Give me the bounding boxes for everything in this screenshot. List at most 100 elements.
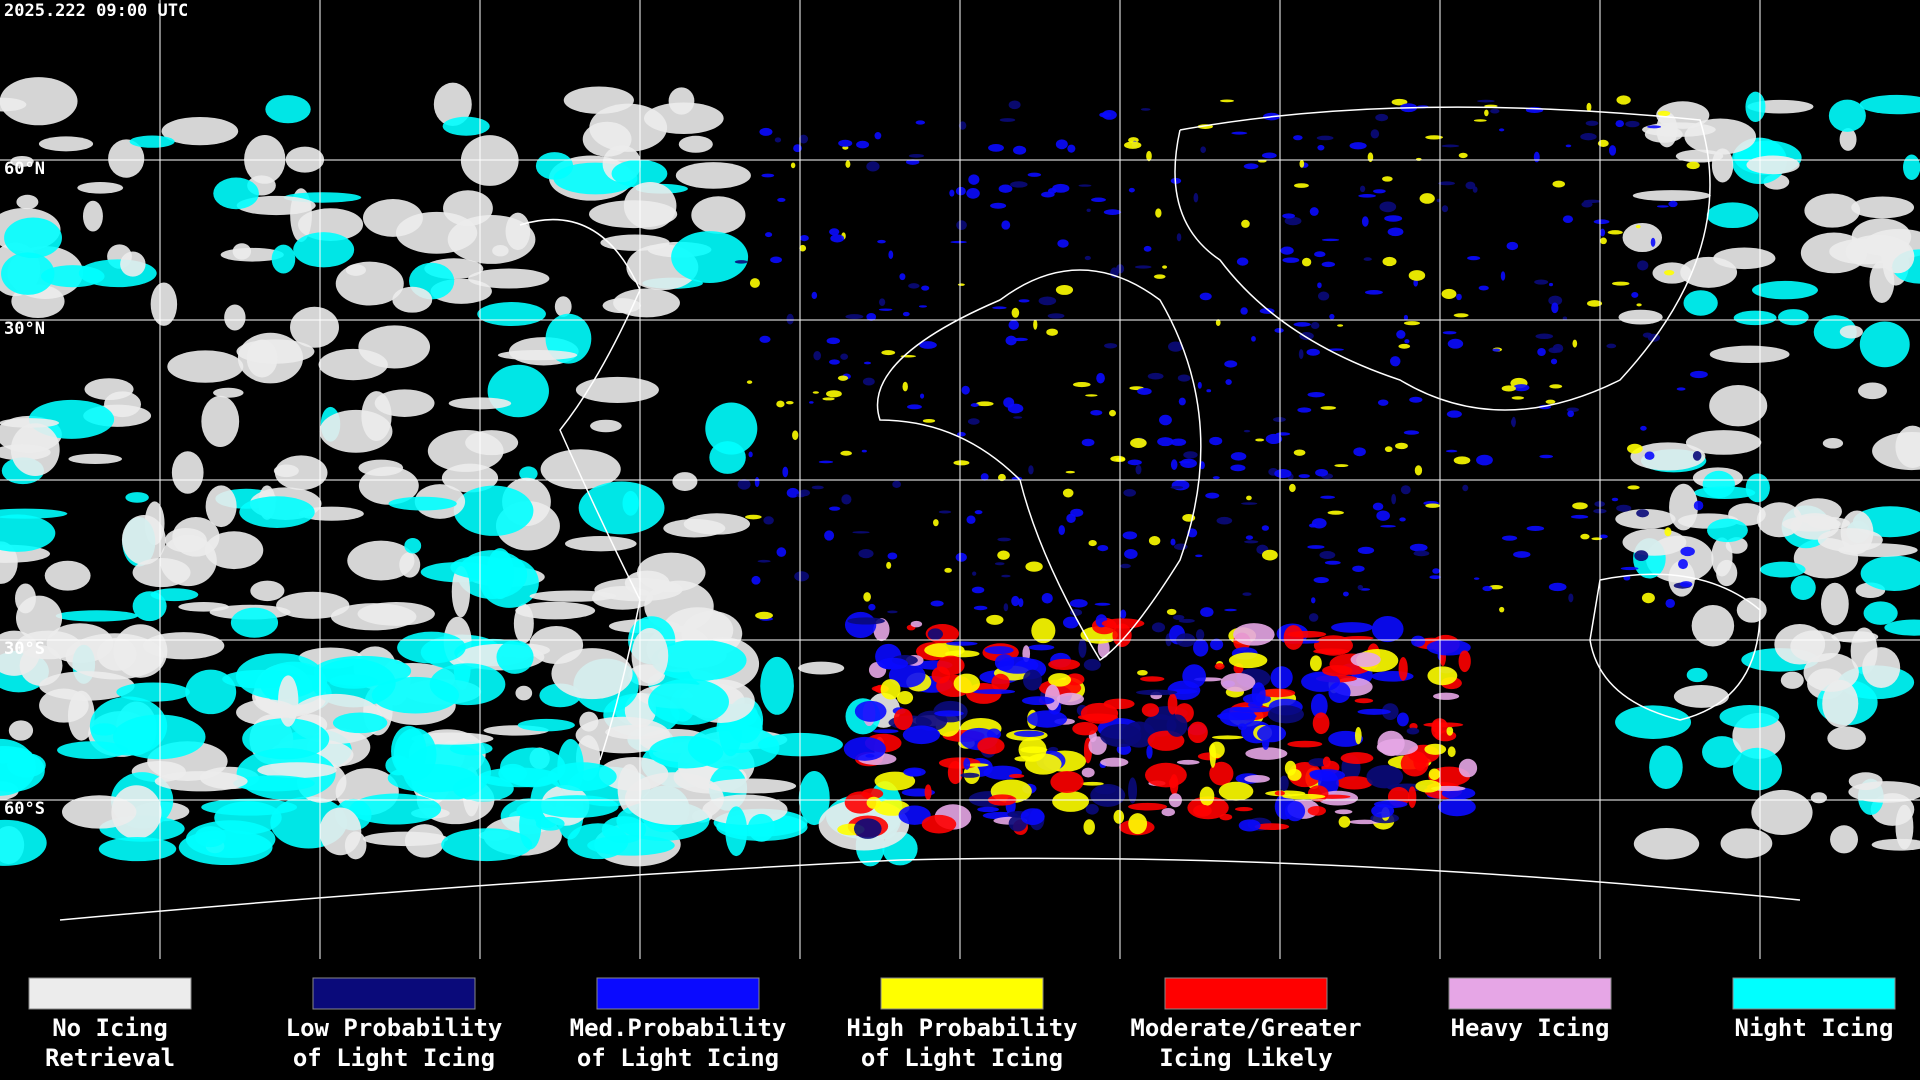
cloud <box>992 306 1007 310</box>
cloud <box>1195 554 1203 558</box>
cloud <box>1025 561 1043 572</box>
cloud <box>1261 525 1270 531</box>
cloud <box>1353 447 1366 457</box>
cloud <box>1317 291 1330 301</box>
cloud <box>1760 561 1806 578</box>
cloud <box>1146 150 1152 162</box>
cloud <box>1275 432 1291 436</box>
cloud <box>905 159 920 165</box>
cloud <box>319 409 393 453</box>
cloud <box>1456 293 1462 301</box>
cloud <box>1400 485 1411 495</box>
cloud <box>1309 769 1346 782</box>
cloud <box>1282 257 1300 263</box>
cloud <box>709 441 746 474</box>
cloud <box>1851 196 1915 219</box>
cloud <box>1205 492 1220 499</box>
legend-label: of Light Icing <box>293 1044 495 1072</box>
cloud <box>1317 282 1322 289</box>
cloud <box>1490 108 1500 114</box>
cloud <box>1693 500 1704 511</box>
cloud <box>837 375 849 381</box>
cloud <box>1200 146 1206 153</box>
cloud <box>1282 213 1296 219</box>
cloud <box>1128 187 1135 193</box>
cloud <box>1537 347 1546 357</box>
cloud <box>1011 595 1020 607</box>
cloud <box>623 181 677 230</box>
legend-label: Icing Likely <box>1159 1044 1332 1072</box>
cloud <box>201 395 240 447</box>
cloud <box>1151 622 1166 633</box>
cloud <box>1636 509 1649 518</box>
cloud <box>878 298 886 306</box>
cloud <box>214 801 282 835</box>
cloud <box>242 718 330 760</box>
cloud <box>1548 295 1563 306</box>
cloud <box>892 480 902 488</box>
cloud <box>1572 339 1578 348</box>
cloud <box>1172 614 1185 621</box>
cloud <box>861 788 884 800</box>
cloud <box>1631 292 1639 298</box>
cloud <box>1562 215 1574 223</box>
cloud <box>624 772 724 825</box>
cloud <box>358 466 419 505</box>
cloud <box>1862 647 1901 688</box>
cloud <box>293 232 355 268</box>
cloud <box>1373 189 1386 194</box>
cloud <box>1426 639 1471 656</box>
cloud <box>1096 372 1105 384</box>
cloud <box>1657 110 1671 117</box>
cloud <box>1127 459 1142 466</box>
cloud <box>798 770 830 826</box>
cloud <box>1803 652 1859 692</box>
cloud <box>1428 768 1441 780</box>
cloud <box>129 135 175 148</box>
cloud <box>751 575 761 585</box>
cloud <box>1403 314 1409 321</box>
cloud <box>1409 396 1423 403</box>
cloud <box>1354 727 1362 745</box>
cloud <box>239 496 315 528</box>
cloud <box>1146 745 1153 759</box>
cloud <box>1013 416 1023 419</box>
cloud <box>1170 538 1176 546</box>
cloud <box>82 200 103 232</box>
cloud <box>1357 546 1375 555</box>
cloud <box>1013 730 1045 738</box>
cloud <box>1050 770 1084 793</box>
cloud <box>1424 743 1447 755</box>
cloud <box>1343 636 1374 641</box>
cloud <box>1720 828 1773 859</box>
cloud <box>1187 721 1208 744</box>
cloud <box>399 552 421 578</box>
cloud <box>1513 384 1530 392</box>
cloud <box>737 479 751 490</box>
cloud <box>1506 241 1519 251</box>
cloud <box>1632 190 1711 202</box>
cloud <box>1403 430 1420 435</box>
cloud <box>1382 256 1397 267</box>
cloud <box>1320 406 1337 410</box>
cloud <box>0 77 78 126</box>
cloud <box>547 762 617 792</box>
cloud <box>335 261 404 306</box>
cloud <box>958 121 967 130</box>
cloud <box>691 196 746 234</box>
cloud <box>765 232 773 238</box>
cloud <box>213 387 244 398</box>
cloud <box>1642 332 1653 338</box>
cloud <box>988 143 1004 152</box>
cloud <box>1673 685 1729 708</box>
cloud <box>1062 616 1080 629</box>
cloud <box>997 550 1010 560</box>
cloud <box>1550 358 1558 365</box>
cloud <box>896 690 914 705</box>
cloud <box>1243 429 1251 433</box>
cloud <box>1678 559 1688 570</box>
cloud <box>1200 607 1214 618</box>
